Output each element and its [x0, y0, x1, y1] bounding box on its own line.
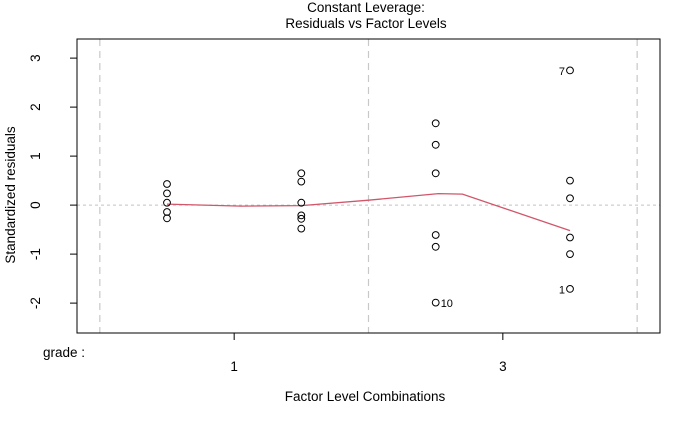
data-point [163, 208, 171, 216]
point-label: 1 [559, 284, 565, 296]
plot-frame [76, 38, 661, 334]
y-tick-label: 1 [28, 152, 43, 160]
data-point [431, 140, 440, 149]
data-point [163, 180, 171, 188]
data-point [566, 233, 574, 242]
x-axis-title: Factor Level Combinations [285, 389, 446, 404]
y-tick-label: -1 [28, 248, 43, 260]
data-point [431, 298, 440, 307]
group-separator-lines [99, 39, 638, 333]
point-label: 7 [559, 66, 565, 78]
data-point [431, 242, 440, 251]
data-point [297, 214, 306, 223]
data-point [163, 198, 171, 207]
point-label: 10 [441, 298, 453, 310]
data-point [297, 177, 306, 186]
outlier-point-labels: 7 10 1 [441, 66, 565, 310]
y-axis-ticks: 3 2 1 0 -1 -2 [28, 54, 77, 309]
y-tick-label: 3 [28, 54, 43, 62]
data-point [431, 169, 440, 178]
y-tick-label: -2 [28, 297, 43, 309]
y-tick-label: 0 [28, 201, 43, 209]
plot-title-line1: Constant Leverage: [307, 0, 425, 15]
lowess-smoother-line [166, 192, 571, 232]
y-tick-label: 2 [28, 103, 43, 111]
x-tick-label: 1 [230, 359, 238, 374]
data-point [566, 194, 574, 203]
data-point [566, 66, 574, 75]
factor-axis-label: grade : [43, 345, 85, 360]
data-point [566, 250, 574, 259]
data-point [431, 119, 440, 128]
data-point [163, 189, 171, 198]
data-point [297, 211, 306, 220]
data-point [297, 224, 306, 233]
data-point [163, 214, 171, 223]
y-axis-title: Standardized residuals [3, 126, 18, 264]
data-points [163, 66, 574, 307]
data-point [566, 285, 574, 293]
data-point [566, 176, 574, 185]
x-tick-label: 3 [499, 359, 507, 374]
plot-title-line2: Residuals vs Factor Levels [285, 16, 447, 31]
data-point [297, 169, 306, 178]
data-point [431, 231, 440, 239]
data-point [297, 198, 306, 207]
